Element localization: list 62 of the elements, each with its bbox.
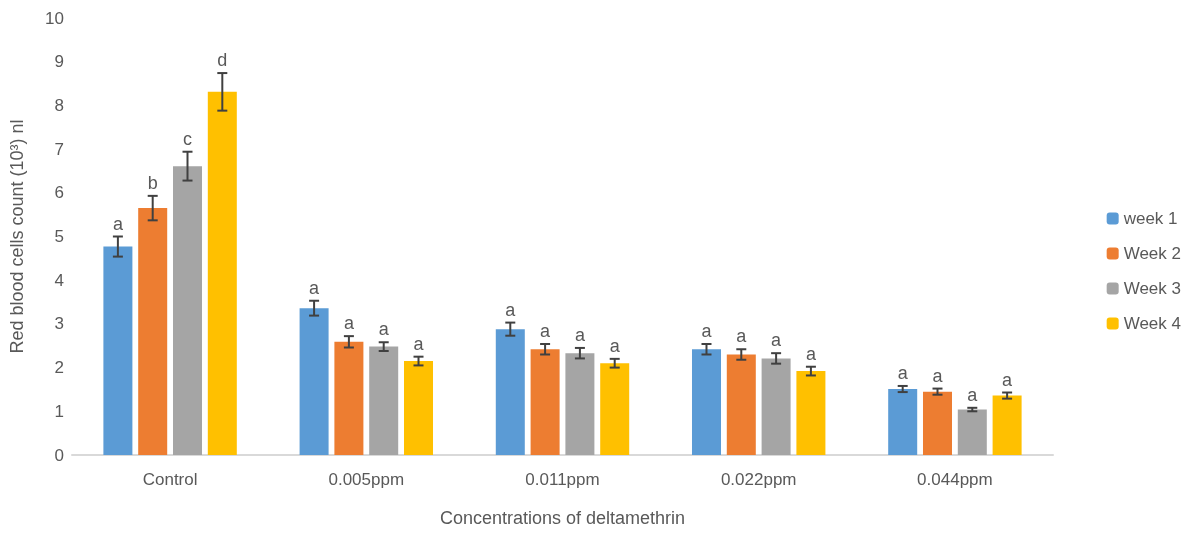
data-label: a — [1002, 369, 1014, 390]
bar — [369, 346, 399, 455]
bar — [600, 363, 630, 455]
x-axis-title: Concentrations of deltamethrin — [439, 508, 686, 528]
data-label: a — [805, 343, 817, 364]
bar — [691, 349, 721, 455]
bar — [761, 358, 791, 455]
legend-label: Week 3 — [1123, 279, 1181, 298]
y-axis-title: Red blood cells count (10³) nl — [7, 119, 27, 354]
bar — [530, 349, 560, 455]
y-tick-label: 3 — [54, 314, 64, 334]
y-tick-label: 8 — [54, 95, 64, 115]
x-tick-label: 0.022ppm — [720, 470, 797, 489]
data-label: d — [217, 50, 228, 71]
bar — [138, 208, 168, 455]
bar — [565, 353, 595, 455]
data-label: a — [505, 299, 517, 320]
bar — [173, 166, 202, 455]
x-tick-label: 0.005ppm — [328, 470, 405, 489]
y-tick-label: 4 — [54, 270, 64, 290]
data-label: a — [701, 321, 713, 341]
x-tick-label: 0.011ppm — [525, 470, 600, 489]
data-label: c — [183, 128, 192, 149]
legend-label: Week 4 — [1123, 314, 1181, 333]
data-label: b — [147, 172, 158, 193]
bar — [495, 329, 525, 455]
y-tick-label: 1 — [54, 401, 64, 421]
bar — [299, 308, 329, 455]
y-tick-label: 5 — [54, 227, 64, 246]
bar — [923, 391, 952, 455]
data-label: a — [574, 324, 586, 345]
data-label: a — [112, 213, 124, 234]
y-tick-label: 0 — [54, 445, 64, 465]
legend-label: Week 2 — [1123, 244, 1181, 263]
data-label: a — [378, 319, 390, 340]
data-label: a — [609, 335, 621, 356]
x-tick-label: 0.044ppm — [917, 470, 993, 489]
y-tick-label: 9 — [54, 52, 64, 72]
data-label: a — [771, 330, 783, 351]
y-tick-label: 6 — [54, 183, 64, 203]
data-label: a — [897, 362, 909, 383]
y-tick-label: 7 — [54, 139, 64, 159]
legend-label: week 1 — [1122, 209, 1178, 228]
data-label: a — [343, 313, 355, 334]
data-label: a — [540, 321, 552, 341]
y-tick-label: 2 — [54, 358, 64, 378]
data-label: a — [736, 326, 748, 347]
bar — [726, 354, 756, 455]
bar — [796, 371, 826, 455]
data-label: a — [413, 333, 425, 354]
bar — [992, 395, 1022, 455]
bar — [957, 409, 987, 455]
bar — [404, 361, 434, 455]
data-label: a — [932, 365, 944, 386]
data-label: a — [309, 277, 321, 298]
x-tick-label: Control — [142, 470, 198, 489]
bar — [103, 246, 133, 455]
data-label: a — [967, 384, 979, 405]
bar — [207, 91, 237, 455]
bar — [334, 341, 364, 455]
y-tick-label: 10 — [45, 8, 64, 28]
bar — [888, 389, 918, 455]
